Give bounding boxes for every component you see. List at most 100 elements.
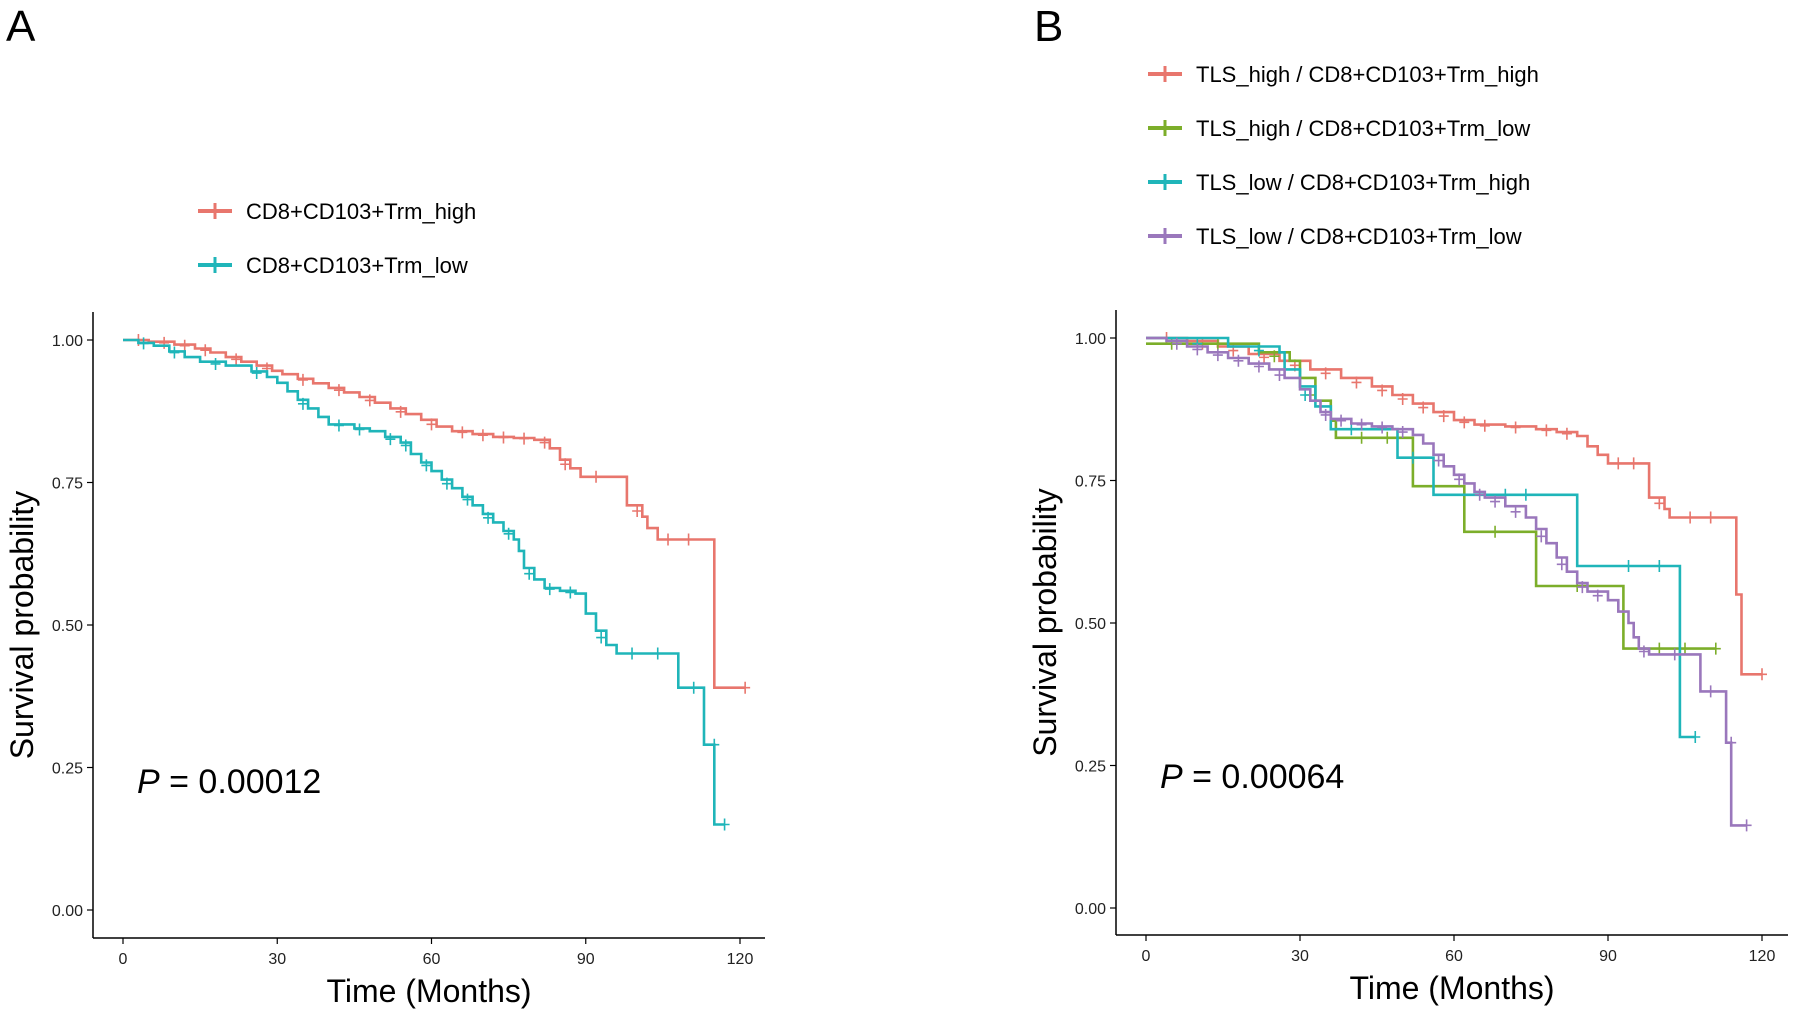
panel-a-series-2-censor-mark (688, 681, 699, 694)
panel-b-series-3-censor-mark (1300, 389, 1311, 401)
panel-a-legend-label: CD8+CD103+Trm_low (246, 253, 468, 278)
panel-a-series-2-censor-mark (503, 527, 514, 540)
panel-b-series-4-censor-mark (1490, 495, 1501, 508)
panel-a-series-1-censor-mark (519, 432, 530, 445)
panel-b-series-4-censor-mark (1669, 648, 1680, 661)
panel-a-legend-label: CD8+CD103+Trm_high (246, 199, 476, 224)
panel-a-series-1-censor-mark (457, 426, 468, 439)
panel-b-series-4-censor-mark (1274, 369, 1285, 382)
panel-b-y-tick-label: 1.00 (1075, 331, 1106, 348)
panel-b-series-4-censor-mark (1705, 685, 1716, 698)
panel-a-series-1-curve (123, 338, 746, 689)
panel-a-series-2-censor-mark (441, 477, 452, 490)
panel-b-y-tick-label: 0.00 (1075, 901, 1106, 918)
panel-b-series-1-censor-mark (1541, 424, 1552, 437)
panel-b-legend-label: TLS_low / CD8+CD103+Trm_low (1196, 224, 1522, 249)
panel-b-y-axis-title: Survival probability (1027, 488, 1063, 757)
panel-a-series-2-censor-mark (719, 818, 730, 831)
panel-b-x-axis-title: Time (Months) (1349, 970, 1554, 1006)
panel-b-series-1-censor-mark (1628, 457, 1639, 470)
panel-a-series-2-censor-mark (385, 433, 396, 446)
panel-b-series-4-censor-mark (1638, 645, 1649, 658)
panel-a-series-1-censor-mark (477, 429, 488, 442)
panel-b-series-4-censor-mark (1577, 581, 1588, 594)
panel-b: B 0.00 0.25 0.50 0.75 1.00 0 30 60 90 120 Time (Mo… (898, 0, 1796, 1018)
panel-b-series-2-censor-mark (1490, 525, 1501, 538)
panel-a-series-2-censor-mark (400, 439, 411, 452)
panel-a-series-2-censor-mark (627, 647, 638, 660)
panel-b-series-3-censor-mark (1520, 488, 1531, 501)
panel-b-legend-label: TLS_low / CD8+CD103+Trm_high (1196, 170, 1530, 195)
panel-b-x-tick-label: 60 (1445, 948, 1463, 965)
panel-b-series-1-censor-mark (1705, 511, 1716, 524)
panel-a-x-tick-label: 30 (268, 951, 286, 968)
panel-b-series-1-censor-mark (1418, 401, 1429, 414)
panel-a-p-value: = 0.00012 (160, 763, 322, 801)
panel-b-series-1-censor-mark (1479, 419, 1490, 432)
panel-a-series-2-censor-mark (462, 493, 473, 506)
panel-b-series-4-censor-mark (1377, 421, 1388, 434)
panel-b-series-1-censor-mark (1377, 384, 1388, 397)
panel-a-series-2-censor-mark (210, 357, 221, 370)
panel-b-series-4-censor-mark (1233, 354, 1244, 367)
panel-a-series-1-censor-mark (740, 681, 751, 694)
panel-b-series-2-censor-mark (1269, 350, 1280, 363)
panel-a-series-1-censor-mark (498, 431, 509, 444)
panel-b-legend-label: TLS_high / CD8+CD103+Trm_low (1196, 116, 1530, 141)
panel-a-series-2-censor-mark (565, 586, 576, 599)
panel-a-series-2-censor-mark (297, 397, 308, 410)
panel-b-y-tick-label: 0.75 (1075, 474, 1106, 491)
panel-a-legend-item: CD8+CD103+Trm_high (198, 199, 476, 224)
panel-b-series-4-censor-mark (1592, 589, 1603, 602)
panel-a-series-2-curve (123, 338, 725, 826)
panel-a-series-2-censor-mark (169, 346, 180, 359)
panel-b-legend-item: TLS_high / CD8+CD103+Trm_high (1148, 62, 1539, 87)
panel-b-series-4-censor-mark (1433, 454, 1444, 467)
panel-b-series-1-censor-mark (1459, 416, 1470, 429)
panel-b-series-1-curve (1146, 336, 1762, 676)
panel-b-series-2-censor-mark (1654, 642, 1665, 655)
panel-a-legend-item: CD8+CD103+Trm_low (198, 253, 468, 278)
panel-b-series-4-censor-mark (1454, 473, 1465, 486)
panel-b-series-3-censor-mark (1407, 451, 1418, 464)
panel-b-series-3-censor-mark (1346, 423, 1357, 436)
panel-a-y-tick-label: 0.00 (52, 903, 83, 920)
panel-label-a: A (6, 2, 36, 51)
panel-b-x-tick-label: 120 (1749, 948, 1776, 965)
panel-b-series-3-curve (1146, 336, 1696, 739)
panel-a-series-2-censor-mark (138, 337, 149, 350)
panel-b-series-2-curve (1146, 342, 1716, 650)
panel-b-series-4-censor-mark (1474, 488, 1485, 501)
panel-b-series-4-censor-mark (1356, 418, 1367, 431)
panel-b-x-tick-label: 30 (1291, 948, 1309, 965)
panel-a-series-1-censor-mark (231, 353, 242, 366)
panel-a-series-2-censor-mark (596, 631, 607, 644)
panel-b-legend-item: TLS_high / CD8+CD103+Trm_low (1148, 116, 1530, 141)
panel-b-series-4-censor-mark (1192, 343, 1203, 356)
panel-a-x-tick-label: 60 (423, 951, 441, 968)
panel-b-series-1-censor-mark (1654, 497, 1665, 510)
panel-b-series-1-censor-mark (1438, 410, 1449, 423)
panel-b-series-1-censor-mark (1613, 457, 1624, 470)
panel-a-series-1-censor-mark (539, 436, 550, 449)
panel-a-series-1-censor-mark (364, 394, 375, 407)
panel-b-series-1-censor-mark (1351, 376, 1362, 389)
panel-a-series-2-censor-mark (652, 647, 663, 660)
panel-a-x-tick-label: 90 (577, 951, 595, 968)
panel-b-series-4-censor-mark (1212, 349, 1223, 362)
panel-b-series-4-censor-mark (1397, 426, 1408, 439)
panel-a-series-2-censor-mark (333, 419, 344, 432)
panel-b-series-4-censor-mark (1741, 819, 1752, 832)
panel-b-series-4-censor-mark (1556, 558, 1567, 571)
panel-b-series-1-censor-mark (1397, 392, 1408, 405)
panel-b-series-1-censor-mark (1510, 421, 1521, 434)
panel-b-legend-item: TLS_low / CD8+CD103+Trm_high (1148, 170, 1530, 195)
panel-a-x-tick-label: 0 (119, 951, 128, 968)
panel-a-series-2-censor-mark (709, 738, 720, 751)
panel-b-x-tick-label: 90 (1599, 948, 1617, 965)
panel-a-series-2-censor-mark (524, 567, 535, 580)
panel-b-series-4-censor-mark (1320, 408, 1331, 421)
panel-a-series-1-censor-mark (333, 384, 344, 397)
panel-b-y-tick-label: 0.50 (1075, 616, 1106, 633)
km-chart-a: 0.00 0.25 0.50 0.75 1.00 0 30 60 90 120 Time (Mont… (4, 199, 765, 1009)
